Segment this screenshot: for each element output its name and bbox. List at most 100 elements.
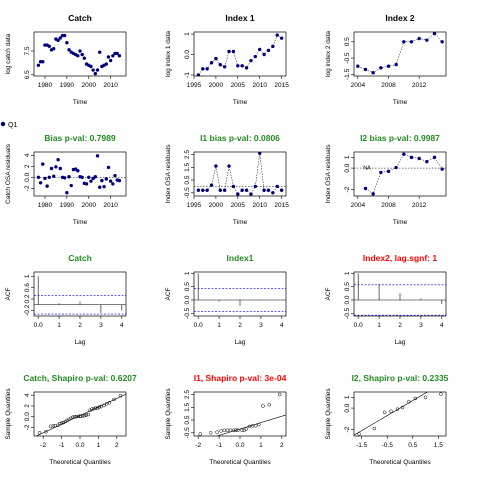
qq-point	[240, 428, 244, 433]
plot-frame	[353, 271, 447, 317]
data-point	[89, 64, 93, 69]
x-tick-label: -1	[59, 442, 65, 449]
y-tick-label: 0.0	[344, 163, 351, 172]
x-tick-label: 1995	[187, 82, 202, 89]
qq-point	[82, 413, 87, 418]
y-tick-label: -0.5	[184, 307, 191, 319]
qq-point	[70, 415, 75, 419]
data-point	[196, 188, 201, 192]
data-point	[41, 60, 45, 64]
qq-point	[74, 414, 79, 419]
x-tick-label: -2	[40, 442, 46, 449]
data-point	[271, 191, 275, 195]
data-point	[104, 62, 108, 66]
data-point	[394, 165, 398, 170]
x-tick-label: 1980	[38, 82, 53, 89]
y-tick-label: 4	[24, 153, 31, 157]
x-tick-label: 2000	[209, 82, 224, 89]
plot-area	[196, 33, 284, 76]
x-tick-label: 2005	[231, 202, 246, 209]
y-tick-label: 1.5	[184, 402, 191, 411]
data-point	[214, 164, 218, 168]
data-point	[363, 67, 368, 72]
x-axis-label: Time	[393, 219, 408, 226]
x-tick-label: -0.5	[382, 442, 394, 449]
qq-point	[372, 426, 377, 431]
x-tick-label: 2010	[252, 202, 267, 209]
panel-title: Bias p-val: 0.7989	[44, 133, 116, 143]
x-tick-label: 3	[419, 322, 423, 329]
data-point	[38, 181, 43, 185]
qq-point	[407, 399, 411, 404]
x-tick-label: 2010	[103, 202, 118, 209]
plot-area	[36, 33, 122, 76]
qq-point	[102, 403, 106, 408]
y-tick-label: -2	[24, 424, 31, 430]
qq-point	[257, 422, 261, 427]
data-point	[47, 175, 52, 179]
data-point	[117, 54, 122, 58]
x-tick-label: 2015	[274, 202, 289, 209]
data-point	[379, 66, 383, 70]
data-point	[52, 46, 56, 51]
data-point	[271, 44, 275, 49]
y-tick-label: 7.5	[24, 46, 31, 55]
data-point	[425, 159, 429, 164]
data-point	[409, 40, 414, 44]
y-axis-label: ACF	[325, 287, 332, 300]
x-tick-label: 1995	[187, 202, 202, 209]
panel-catch_qq: Catch, Shapiro p-val: 0.6207 Theoretical …	[5, 373, 137, 466]
y-tick-label: 0.6	[24, 283, 31, 292]
x-tick-label: 0.0	[235, 442, 244, 449]
data-point	[222, 188, 227, 192]
panel-title: Index 1	[225, 13, 255, 23]
data-point	[218, 63, 222, 67]
data-point	[102, 184, 106, 189]
y-tick-label: 0.0	[344, 295, 351, 304]
data-point	[84, 182, 89, 186]
plot-frame	[193, 271, 287, 317]
plot-frame	[193, 391, 287, 437]
x-tick-label: 2	[398, 322, 402, 329]
y-tick-label: 1	[344, 395, 351, 399]
x-tick-label: 2	[238, 322, 242, 329]
qq-point	[37, 431, 42, 435]
x-tick-label: 2000	[82, 202, 97, 209]
y-tick-label: 0.5	[184, 415, 191, 424]
qq-reference-line	[354, 392, 428, 436]
data-point	[91, 68, 95, 72]
x-axis-label: Theoretical Quantiles	[49, 459, 111, 466]
x-tick-label: 1	[259, 442, 263, 449]
data-point	[218, 188, 222, 192]
panel-catch_acf: Catch Lag ACF 0.0 1 2 3 4 -0.20.2 0.6 1	[5, 253, 127, 346]
y-tick-label: 0.0	[184, 50, 191, 59]
qq-point	[67, 417, 71, 422]
data-point	[209, 183, 214, 187]
data-point	[93, 175, 98, 179]
qq-point	[86, 412, 91, 417]
data-point	[93, 71, 98, 76]
plot-area	[34, 276, 126, 315]
y-tick-label: 1.5	[184, 162, 191, 171]
legend-label: Q1	[8, 122, 17, 129]
qq-point	[231, 428, 236, 433]
panel-title: I1, Shapiro p-val: 3e-04	[194, 373, 287, 383]
data-point	[409, 155, 414, 160]
data-point	[240, 188, 244, 192]
data-point	[196, 73, 201, 76]
y-tick-label: 1	[184, 271, 191, 275]
y-tick-label: 1	[24, 274, 31, 278]
qq-point	[244, 427, 249, 431]
data-point	[67, 48, 71, 52]
qq-point	[439, 392, 443, 396]
data-point	[201, 188, 205, 192]
qq-point	[51, 424, 56, 428]
plot-frame	[193, 151, 287, 197]
qq-point	[413, 396, 418, 401]
data-point	[108, 179, 113, 183]
data-point	[440, 167, 444, 171]
x-tick-label: 2	[78, 322, 82, 329]
data-point	[113, 173, 117, 178]
qq-point	[395, 407, 400, 411]
qq-point	[357, 432, 361, 436]
